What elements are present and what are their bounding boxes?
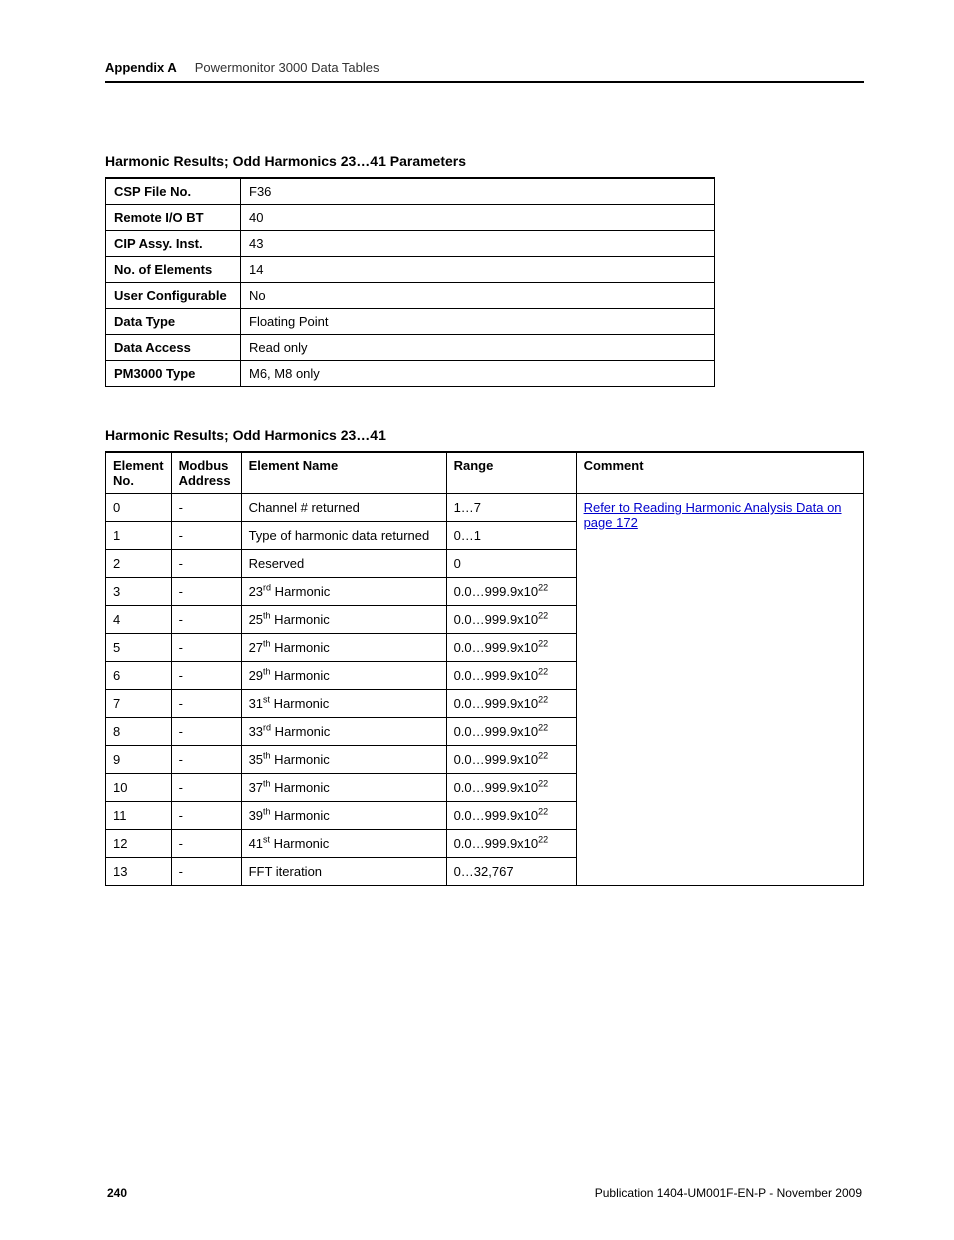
element-no: 9 [106, 746, 172, 774]
modbus-address: - [171, 718, 241, 746]
params-row: Data AccessRead only [106, 335, 715, 361]
element-range: 0.0…999.9x1022 [446, 802, 576, 830]
modbus-address: - [171, 858, 241, 886]
element-range: 0.0…999.9x1022 [446, 746, 576, 774]
params-label: Remote I/O BT [106, 205, 241, 231]
element-no: 7 [106, 690, 172, 718]
element-no: 3 [106, 578, 172, 606]
modbus-address: - [171, 746, 241, 774]
params-row: User ConfigurableNo [106, 283, 715, 309]
element-no: 13 [106, 858, 172, 886]
element-range: 0.0…999.9x1022 [446, 718, 576, 746]
params-value: 14 [241, 257, 715, 283]
params-label: User Configurable [106, 283, 241, 309]
elements-header-name: Element Name [241, 452, 446, 494]
params-label: Data Type [106, 309, 241, 335]
params-value: Floating Point [241, 309, 715, 335]
table-row: 0-Channel # returned1…7Refer to Reading … [106, 494, 864, 522]
page-header: Appendix A Powermonitor 3000 Data Tables [105, 60, 864, 83]
element-range: 0.0…999.9x1022 [446, 830, 576, 858]
element-name: 23rd Harmonic [241, 578, 446, 606]
params-row: CSP File No.F36 [106, 178, 715, 205]
modbus-address: - [171, 494, 241, 522]
elements-header-range: Range [446, 452, 576, 494]
params-label: CIP Assy. Inst. [106, 231, 241, 257]
params-row: No. of Elements14 [106, 257, 715, 283]
element-no: 10 [106, 774, 172, 802]
element-no: 2 [106, 550, 172, 578]
element-name: 31st Harmonic [241, 690, 446, 718]
element-no: 12 [106, 830, 172, 858]
element-range: 0 [446, 550, 576, 578]
params-table: CSP File No.F36Remote I/O BT40CIP Assy. … [105, 177, 715, 387]
modbus-address: - [171, 662, 241, 690]
elements-header-el_no: Element No. [106, 452, 172, 494]
element-range: 0.0…999.9x1022 [446, 690, 576, 718]
page: Appendix A Powermonitor 3000 Data Tables… [0, 0, 954, 1240]
element-range: 0.0…999.9x1022 [446, 662, 576, 690]
element-name: 27th Harmonic [241, 634, 446, 662]
element-name: 33rd Harmonic [241, 718, 446, 746]
element-name: 35th Harmonic [241, 746, 446, 774]
modbus-address: - [171, 690, 241, 718]
element-range: 0.0…999.9x1022 [446, 606, 576, 634]
page-number: 240 [107, 1186, 127, 1200]
modbus-address: - [171, 522, 241, 550]
element-name: FFT iteration [241, 858, 446, 886]
modbus-address: - [171, 830, 241, 858]
elements-header-comment: Comment [576, 452, 863, 494]
reference-link[interactable]: Refer to Reading Harmonic Analysis Data … [584, 500, 842, 530]
appendix-label: Appendix A [105, 60, 177, 75]
params-value: Read only [241, 335, 715, 361]
params-value: No [241, 283, 715, 309]
element-no: 1 [106, 522, 172, 550]
element-range: 0.0…999.9x1022 [446, 634, 576, 662]
element-name: 41st Harmonic [241, 830, 446, 858]
element-no: 6 [106, 662, 172, 690]
params-row: CIP Assy. Inst.43 [106, 231, 715, 257]
element-name: Reserved [241, 550, 446, 578]
modbus-address: - [171, 774, 241, 802]
element-name: 37th Harmonic [241, 774, 446, 802]
params-row: Remote I/O BT40 [106, 205, 715, 231]
element-name: Channel # returned [241, 494, 446, 522]
element-no: 11 [106, 802, 172, 830]
elements-table-title: Harmonic Results; Odd Harmonics 23…41 [105, 427, 864, 443]
elements-header-modbus: Modbus Address [171, 452, 241, 494]
element-range: 1…7 [446, 494, 576, 522]
modbus-address: - [171, 550, 241, 578]
params-value: F36 [241, 178, 715, 205]
elements-table: Element No.Modbus AddressElement NameRan… [105, 451, 864, 886]
element-range: 0…32,767 [446, 858, 576, 886]
element-name: 29th Harmonic [241, 662, 446, 690]
publication-info: Publication 1404-UM001F-EN-P - November … [595, 1186, 862, 1200]
page-footer: 240 Publication 1404-UM001F-EN-P - Novem… [105, 1186, 864, 1200]
appendix-title: Powermonitor 3000 Data Tables [195, 60, 380, 75]
params-value: 40 [241, 205, 715, 231]
modbus-address: - [171, 578, 241, 606]
params-label: No. of Elements [106, 257, 241, 283]
element-range: 0.0…999.9x1022 [446, 774, 576, 802]
element-range: 0…1 [446, 522, 576, 550]
element-name: Type of harmonic data returned [241, 522, 446, 550]
params-table-title: Harmonic Results; Odd Harmonics 23…41 Pa… [105, 153, 864, 169]
modbus-address: - [171, 606, 241, 634]
element-name: 39th Harmonic [241, 802, 446, 830]
element-no: 4 [106, 606, 172, 634]
params-row: Data TypeFloating Point [106, 309, 715, 335]
params-value: 43 [241, 231, 715, 257]
element-no: 8 [106, 718, 172, 746]
modbus-address: - [171, 634, 241, 662]
params-value: M6, M8 only [241, 361, 715, 387]
element-no: 0 [106, 494, 172, 522]
params-label: Data Access [106, 335, 241, 361]
modbus-address: - [171, 802, 241, 830]
comment-cell: Refer to Reading Harmonic Analysis Data … [576, 494, 863, 886]
element-no: 5 [106, 634, 172, 662]
element-name: 25th Harmonic [241, 606, 446, 634]
params-label: PM3000 Type [106, 361, 241, 387]
element-range: 0.0…999.9x1022 [446, 578, 576, 606]
params-row: PM3000 TypeM6, M8 only [106, 361, 715, 387]
params-label: CSP File No. [106, 178, 241, 205]
